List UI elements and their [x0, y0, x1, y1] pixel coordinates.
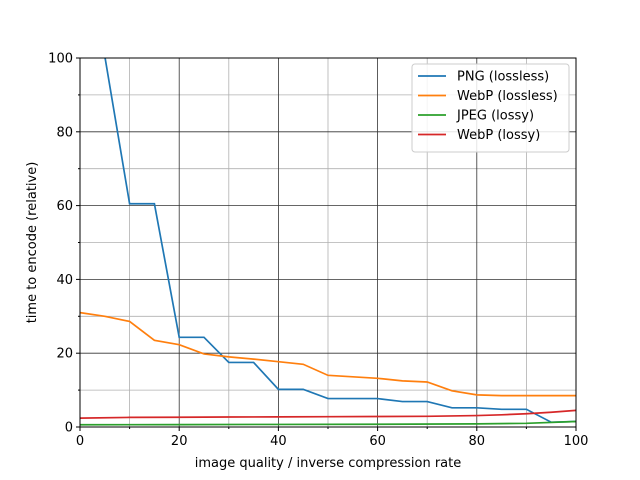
y-tick-label: 100 [48, 52, 73, 67]
legend-box [411, 63, 570, 153]
y-tick-label: 60 [56, 199, 73, 214]
x-tick-label: 20 [171, 434, 188, 449]
series-line [80, 420, 576, 426]
series-line [104, 58, 576, 424]
y-tick-label: 80 [56, 125, 73, 140]
x-tick-label: 60 [369, 434, 386, 449]
legend: PNG (lossless) WebP (lossless) JPEG (lossy… [411, 63, 570, 153]
x-axis-label: image quality / inverse compression rate [195, 456, 462, 471]
x-tick-label: 0 [76, 434, 84, 449]
legend-entry: WebP (lossy) [457, 128, 540, 143]
legend-entry: WebP (lossless) [457, 89, 558, 104]
y-tick-label: 0 [65, 421, 73, 436]
x-tick-label: 100 [564, 434, 589, 449]
x-tick-label: 80 [469, 434, 486, 449]
y-axis-label: time to encode (relative) [25, 162, 40, 324]
series-line [80, 311, 576, 397]
series-line [80, 409, 576, 419]
y-tick-label: 20 [56, 347, 73, 362]
legend-entry: JPEG (lossy) [456, 109, 534, 124]
legend-entry: PNG (lossless) [457, 70, 549, 85]
x-tick-label: 40 [270, 434, 287, 449]
y-tick-label: 40 [56, 273, 73, 288]
